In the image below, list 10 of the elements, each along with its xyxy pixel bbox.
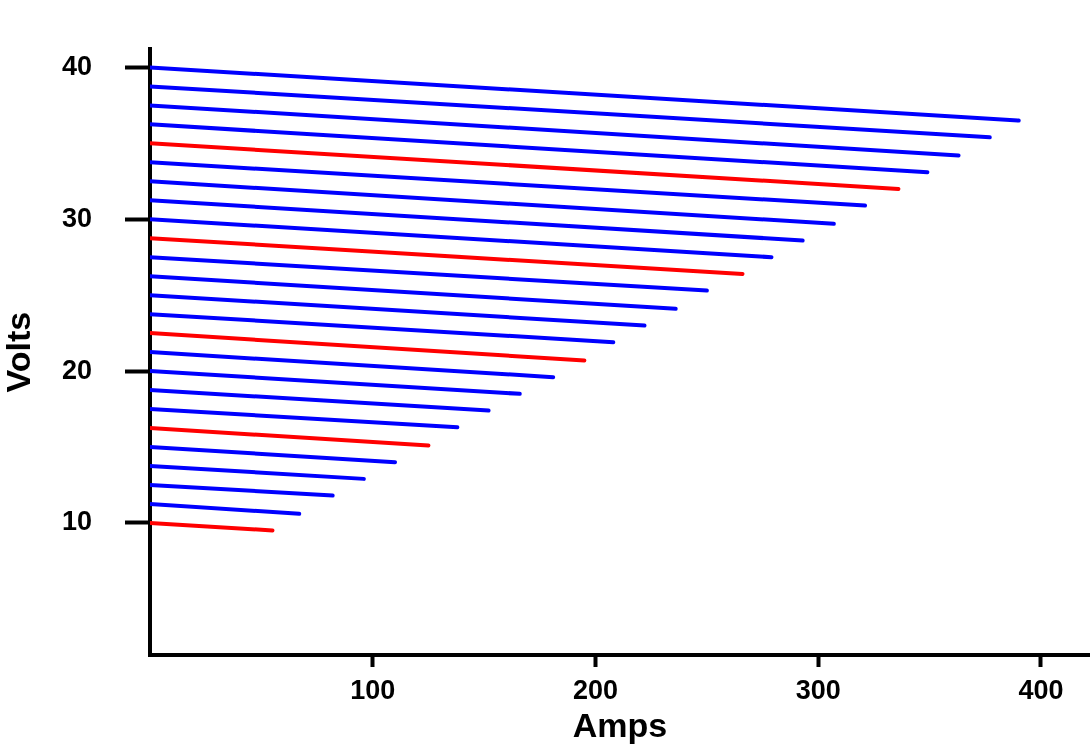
y-tick-label: 10	[61, 506, 92, 537]
y-tick-label: 20	[61, 354, 92, 385]
x-axis-title: Amps	[572, 705, 668, 744]
x-tick-label: 200	[572, 674, 619, 705]
y-axis-title: Volts	[0, 311, 37, 393]
y-tick-label: 40	[61, 50, 92, 81]
y-tick-label: 30	[61, 202, 92, 233]
x-tick-label: 100	[350, 674, 396, 705]
x-tick-label: 300	[795, 674, 841, 705]
x-tick-label: 400	[1018, 674, 1064, 705]
